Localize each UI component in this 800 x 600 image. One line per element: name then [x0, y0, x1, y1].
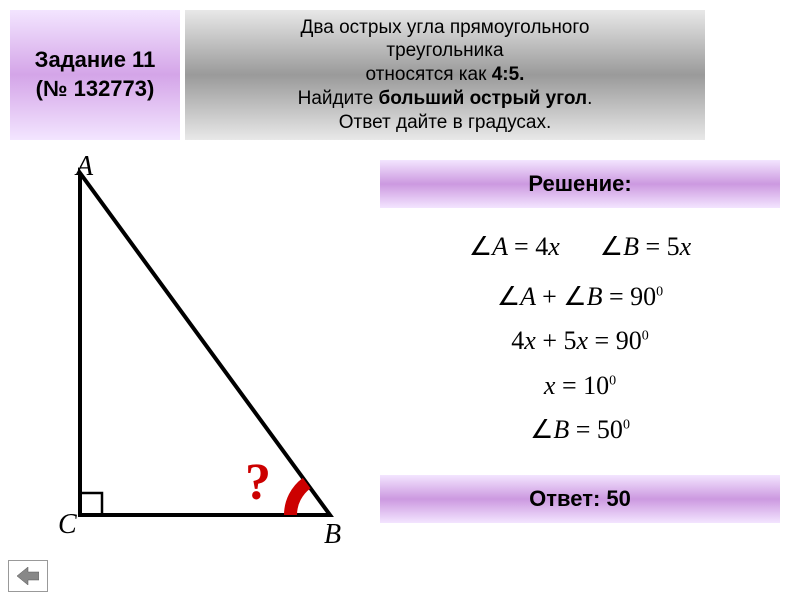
problem-text: Два острых угла прямоугольного треугольн…: [298, 16, 593, 135]
back-button[interactable]: [8, 560, 48, 592]
eq1a: ∠A = 4x: [469, 225, 560, 269]
task-header-box: Задание 11 (№ 132773): [10, 10, 180, 140]
task-line1: Задание 11: [35, 47, 156, 72]
triangle-shape: [80, 173, 330, 515]
answer-box: Ответ: 50: [380, 475, 780, 523]
vertex-a-label: A: [76, 151, 93, 183]
p-line4c: .: [587, 88, 592, 109]
triangle-svg: [20, 155, 370, 555]
right-angle-marker: [80, 493, 102, 515]
eq-row-1: ∠A = 4x ∠B = 5x: [410, 225, 750, 269]
problem-box: Два острых угла прямоугольного треугольн…: [185, 10, 705, 140]
eq3: 4x + 5x = 900: [410, 319, 750, 363]
angle-arc: [284, 478, 311, 515]
task-line2: (№ 132773): [36, 76, 155, 101]
vertex-c-label: C: [58, 509, 77, 541]
back-arrow-icon: [17, 567, 39, 585]
solution-header: Решение:: [380, 160, 780, 208]
question-mark: ?: [245, 453, 271, 512]
p-line4b: больший острый угол: [379, 88, 588, 109]
eq1b: ∠B = 5x: [600, 225, 691, 269]
solution-label: Решение:: [528, 171, 631, 197]
eq2: ∠A + ∠B = 900: [410, 275, 750, 319]
vertex-b-label: B: [324, 519, 341, 551]
task-header-text: Задание 11 (№ 132773): [35, 46, 156, 103]
p-line2: треугольника: [386, 40, 503, 61]
eq5: ∠B = 500: [410, 408, 750, 452]
p-line3b: 4:5.: [492, 64, 525, 85]
p-line5: Ответ дайте в градусах.: [339, 112, 552, 133]
p-line3a: относятся как: [366, 64, 492, 85]
answer-label: Ответ: 50: [529, 486, 631, 512]
eq4: x = 100: [410, 364, 750, 408]
triangle-diagram: A B C ?: [20, 155, 370, 555]
p-line4a: Найдите: [298, 88, 379, 109]
equations-block: ∠A = 4x ∠B = 5x ∠A + ∠B = 900 4x + 5x = …: [410, 225, 750, 452]
p-line1: Два острых угла прямоугольного: [301, 17, 590, 38]
